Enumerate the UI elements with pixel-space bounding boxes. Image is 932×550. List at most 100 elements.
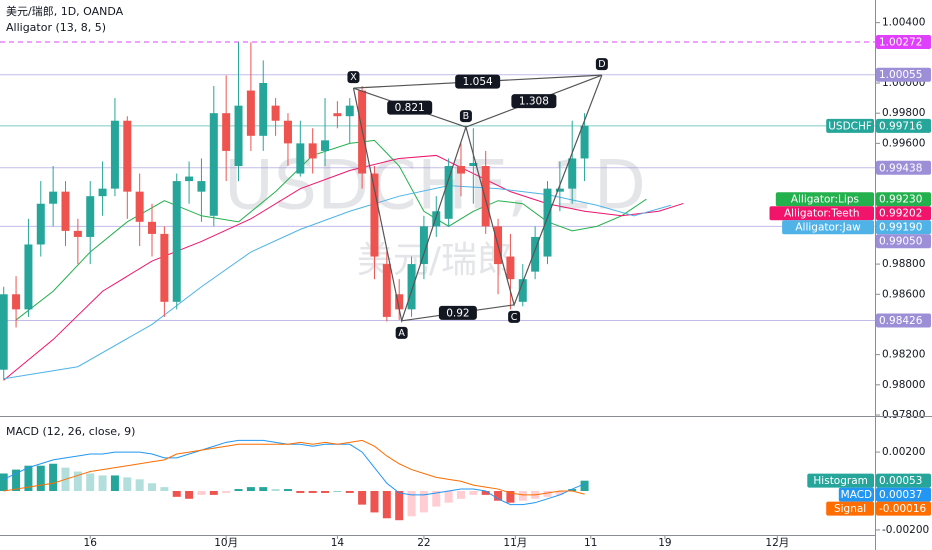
price-label-box	[876, 192, 931, 207]
pattern-ratio-label: 0.821	[395, 102, 425, 114]
x-tick-label: 11月	[503, 537, 527, 549]
y-tick-label: 0.98800	[882, 258, 925, 270]
pattern-ratio-label: 1.308	[519, 96, 549, 108]
pattern-ratio-label: 1.054	[463, 76, 493, 88]
candle-body	[185, 176, 194, 182]
pattern-ratio-box	[438, 305, 477, 320]
histogram-bar	[333, 491, 342, 492]
candle-body	[148, 221, 157, 234]
candle-body	[12, 294, 21, 310]
candle-body	[333, 113, 342, 117]
indicator-line	[3, 154, 684, 381]
histogram-bar	[49, 463, 58, 492]
candle-body	[518, 279, 527, 302]
price-label: 1.00055	[879, 69, 922, 81]
pattern-ratio-box	[511, 94, 557, 109]
histogram-bar	[370, 491, 379, 513]
candle-body	[469, 162, 478, 166]
y-tick-label: 0.98200	[882, 349, 925, 361]
y-tick-label: 0.99600	[882, 137, 925, 149]
histogram-bar	[432, 491, 441, 507]
price-label-box	[876, 487, 931, 502]
histogram-bar	[172, 491, 181, 497]
candle-body	[296, 143, 305, 174]
histogram-bar	[296, 491, 305, 493]
candle-body	[234, 105, 243, 166]
price-label: 0.99230	[879, 194, 922, 206]
candle-body	[24, 244, 33, 310]
price-label-box	[876, 160, 931, 175]
histogram-bar	[444, 491, 453, 503]
series-name-box	[775, 192, 874, 207]
histogram-bar	[197, 491, 206, 495]
candle-body	[370, 173, 379, 257]
price-label-box	[876, 473, 931, 488]
histogram-bar	[86, 473, 95, 492]
histogram-bar	[12, 469, 21, 492]
candle-body	[259, 83, 268, 136]
y-tick-label: 0.98000	[882, 379, 925, 391]
candle-body	[222, 113, 231, 151]
indicator-title: Alligator (13, 8, 5)	[6, 21, 106, 34]
candle-body	[419, 226, 428, 265]
candle-body	[283, 120, 292, 144]
histogram-bar	[0, 473, 8, 492]
candle-body	[271, 105, 280, 121]
candle-body	[246, 90, 255, 136]
candle-body	[382, 264, 391, 317]
candle-body	[86, 196, 95, 237]
candle-body	[580, 125, 589, 159]
histogram-bar	[36, 465, 45, 492]
y-tick-label: -0.00200	[882, 524, 929, 536]
watermark-subtitle: 美元/瑞郎	[357, 240, 513, 281]
pattern-point-label: X	[350, 72, 357, 83]
price-label-box	[876, 206, 931, 221]
histogram-bar	[345, 491, 354, 493]
histogram-bar	[395, 491, 404, 521]
y-tick-label: 0.97800	[882, 409, 925, 421]
candle-body	[481, 166, 490, 227]
candle-body	[135, 191, 144, 222]
candle-body	[432, 211, 441, 227]
series-name-box	[826, 118, 874, 133]
histogram-bar	[246, 487, 255, 492]
x-tick-label: 19	[658, 537, 671, 549]
pattern-point	[459, 110, 472, 123]
histogram-bar	[271, 489, 280, 492]
pattern-point	[508, 310, 521, 323]
pattern-point-label: A	[398, 328, 405, 339]
x-tick-label: 16	[84, 537, 98, 549]
macd-title: MACD (12, 26, close, 9)	[6, 425, 135, 438]
candle-body	[209, 113, 218, 216]
macd-line	[3, 439, 585, 506]
candle-body	[36, 203, 45, 245]
candle-body	[61, 191, 70, 231]
histogram-bar	[568, 489, 577, 492]
price-label: -0.00016	[879, 503, 927, 515]
candle-body	[506, 256, 515, 280]
candle-body	[444, 166, 453, 219]
histogram-bar	[160, 487, 169, 492]
y-tick-label: 0.00200	[882, 446, 925, 458]
candle-body	[407, 264, 416, 310]
candle-body	[568, 158, 577, 189]
x-tick-label: 10月	[214, 537, 238, 549]
pattern-point-label: D	[598, 59, 605, 70]
histogram-bar	[148, 483, 157, 492]
series-name-box	[769, 206, 874, 221]
candle-body	[543, 188, 552, 257]
histogram-bar	[222, 491, 231, 493]
histogram-bar	[110, 475, 119, 492]
candle-body	[160, 233, 169, 302]
series-name-label: Signal	[834, 503, 866, 515]
histogram-bar	[481, 491, 490, 495]
candle-body	[395, 294, 404, 310]
pattern-point-label: B	[463, 111, 470, 122]
series-name-label: Histogram	[813, 475, 867, 487]
pattern-ratio-box	[387, 100, 433, 115]
price-label: 0.99190	[879, 222, 922, 234]
histogram-bar	[358, 491, 367, 505]
series-name-label: MACD	[841, 489, 872, 501]
